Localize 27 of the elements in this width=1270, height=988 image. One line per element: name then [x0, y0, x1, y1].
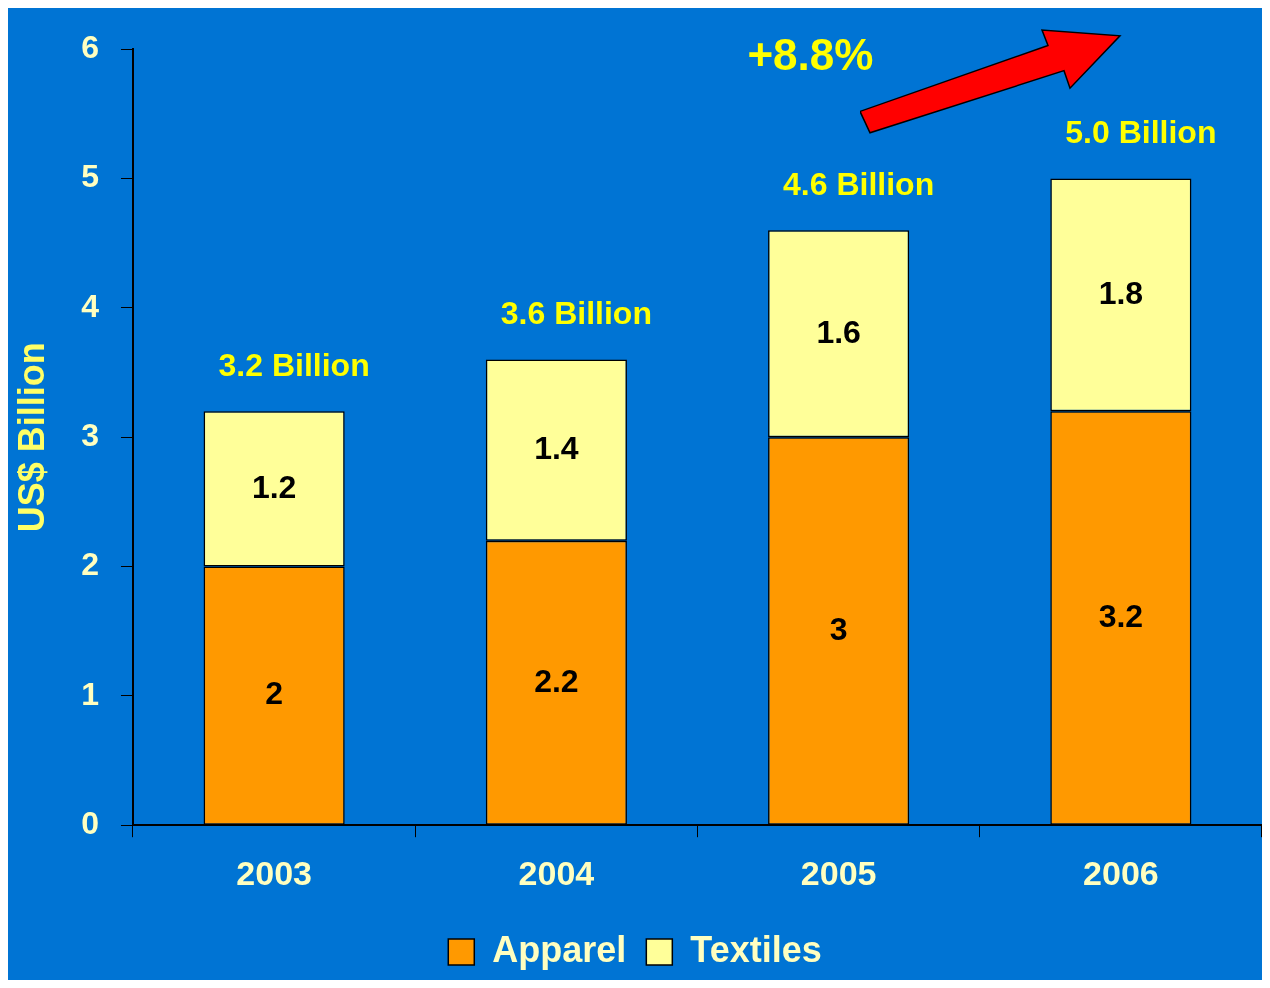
x-tick-label: 2006	[1083, 853, 1159, 892]
y-tick-label: 4	[81, 287, 100, 324]
y-tick-label: 1	[81, 675, 99, 712]
x-tick-label: 2003	[236, 853, 312, 892]
data-label: 1.2	[251, 468, 297, 505]
annotation: +8.8%	[747, 30, 874, 80]
y-axis-title: US$ Billion	[10, 342, 52, 533]
data-label: 1.4	[534, 429, 579, 466]
x-tick-label: 2005	[800, 853, 877, 892]
total-label: 4.6 Billion	[783, 166, 935, 203]
data-label: 2.2	[534, 662, 579, 699]
y-tick-label: 5	[81, 158, 99, 195]
data-label: 1.8	[1098, 274, 1144, 311]
total-label: 3.2 Billion	[218, 347, 370, 384]
data-label: 3.2	[1098, 597, 1144, 634]
data-label: 2	[265, 675, 284, 712]
legend-label: Apparel	[492, 928, 627, 970]
y-tick-label: 6	[81, 29, 99, 66]
y-tick-label: 0	[81, 805, 99, 842]
total-label: 5.0 Billion	[1065, 114, 1217, 151]
total-label: 3.6 Billion	[500, 295, 652, 332]
y-tick-label: 2	[81, 546, 99, 583]
legend-label: Textiles	[690, 928, 822, 970]
data-label: 3	[829, 610, 848, 647]
data-label: 1.6	[816, 313, 861, 350]
y-tick-label: 3	[81, 417, 99, 454]
x-tick-label: 2004	[518, 853, 595, 892]
